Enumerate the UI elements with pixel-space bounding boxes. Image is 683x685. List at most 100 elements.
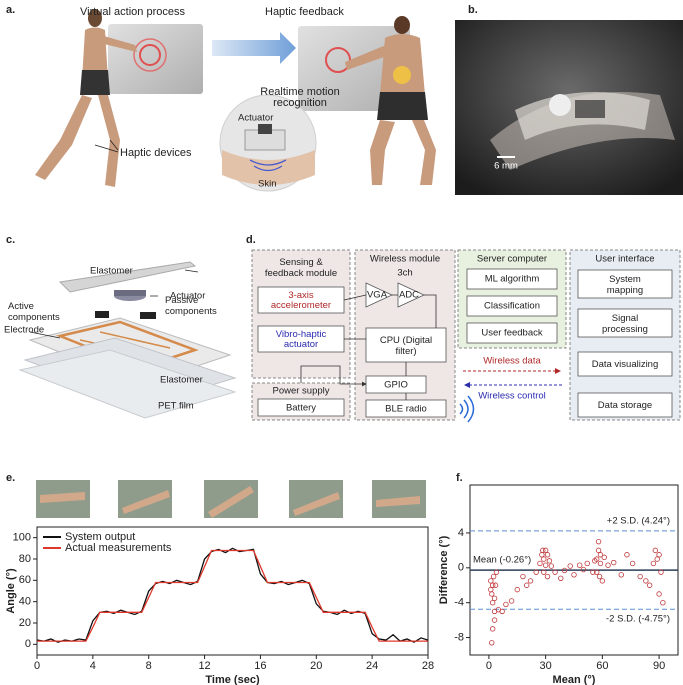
- panel-label: a.: [6, 4, 15, 16]
- text-line: recognition: [273, 97, 327, 109]
- scatter-point: [597, 552, 604, 558]
- text-line: feedback module: [265, 268, 337, 279]
- scatter-point: [499, 608, 505, 615]
- panel-b-photo: [455, 20, 683, 195]
- scatter-point: [654, 556, 660, 562]
- block: Vibro-haptic actuator: [276, 329, 327, 350]
- x-tick-label: 60: [596, 660, 608, 672]
- block: System mapping: [607, 274, 643, 296]
- text-line: Sensing &: [279, 257, 323, 268]
- scatter-point: [541, 569, 547, 575]
- plot-frame: [36, 526, 429, 656]
- scatter-point: [537, 560, 543, 567]
- text-line: Data visualizing: [592, 359, 659, 370]
- y-tick-label: -8: [454, 631, 464, 643]
- label: Skin: [258, 179, 276, 190]
- legend-label: Actual measurements: [65, 542, 172, 554]
- block: ADC: [399, 290, 419, 301]
- scatter-point: [637, 573, 643, 580]
- reference-label: +2 S.D. (4.24°): [607, 515, 670, 526]
- y-axis-title: Angle (°): [5, 568, 17, 614]
- label: 3ch: [397, 268, 412, 279]
- scatter-point: [601, 554, 607, 561]
- x-tick-label: 28: [422, 660, 434, 672]
- scatter-point: [488, 578, 494, 584]
- x-axis-title: Mean (°): [553, 674, 596, 685]
- scatter-point: [520, 573, 526, 580]
- scatter-point: [539, 552, 545, 558]
- y-tick-label: 100: [13, 532, 31, 544]
- scatter-point: [643, 578, 649, 584]
- panel-e-photos: [36, 480, 426, 518]
- x-tick-label: 8: [146, 660, 152, 672]
- y-tick-label: 60: [19, 574, 31, 586]
- label: PET film: [158, 401, 194, 412]
- scatter-point: [490, 573, 497, 580]
- block: Data storage: [598, 400, 652, 411]
- scatter-point: [658, 569, 664, 575]
- scatter-point: [491, 595, 498, 602]
- label: Haptic devices: [120, 147, 192, 159]
- label: Wireless control: [478, 391, 546, 402]
- x-tick-label: 16: [254, 660, 266, 672]
- series-line: [36, 547, 429, 643]
- scatter-point: [546, 558, 553, 564]
- block: Classification: [484, 301, 540, 312]
- panel-label: e.: [6, 472, 15, 484]
- block: User feedback: [481, 328, 543, 339]
- text-line: 3-axis: [288, 290, 314, 301]
- scatter-point: [552, 569, 558, 575]
- x-tick-label: 30: [540, 660, 552, 672]
- scatter-point: [544, 552, 551, 558]
- label: Active components: [8, 301, 60, 323]
- series-line: [37, 549, 428, 642]
- block: BLE radio: [385, 404, 427, 415]
- scatter-point: [599, 578, 606, 584]
- scatter-point: [611, 559, 617, 566]
- x-tick-label: 4: [90, 660, 96, 672]
- text-line: Vibro-haptic: [276, 329, 327, 340]
- scatter-point: [541, 556, 547, 562]
- text-line: components: [165, 306, 217, 317]
- scale-label: 6 mm: [494, 161, 518, 172]
- caption: Virtual action process: [80, 6, 185, 18]
- scatter-point: [605, 562, 611, 568]
- y-tick-label: 4: [458, 527, 464, 539]
- y-tick-label: 40: [19, 596, 31, 608]
- y-tick-label: 0: [458, 562, 464, 574]
- text-line: Realtime motion: [260, 86, 339, 98]
- scatter-point: [489, 591, 495, 597]
- label: Actuator: [238, 113, 273, 124]
- block: VGA: [367, 290, 388, 301]
- x-tick-label: 0: [486, 660, 492, 672]
- scatter-point: [540, 547, 546, 554]
- text-line: filter): [395, 346, 416, 357]
- block: GPIO: [384, 380, 408, 391]
- scatter-point: [567, 563, 573, 569]
- scatter-point: [646, 582, 653, 588]
- x-tick-label: 90: [653, 660, 665, 672]
- scatter-point: [489, 582, 496, 588]
- scatter-point: [488, 586, 494, 593]
- scatter-point: [593, 569, 600, 575]
- module-title: Server computer: [477, 254, 547, 265]
- scatter-point: [656, 591, 662, 597]
- scatter-point: [558, 575, 564, 581]
- label: Elastomer: [90, 266, 133, 277]
- scatter-point: [548, 563, 555, 569]
- text-line: components: [8, 312, 60, 323]
- scatter-point: [544, 573, 551, 580]
- text-line: Data storage: [598, 400, 652, 411]
- scatter-point: [489, 599, 496, 606]
- panel-c-art: [18, 261, 237, 419]
- module-title: User interface: [595, 254, 654, 265]
- reference-label: Mean (-0.26°): [473, 555, 531, 566]
- module-title: Wireless module: [370, 254, 440, 265]
- scatter-point: [489, 626, 496, 632]
- x-tick-label: 0: [34, 660, 40, 672]
- scatter-point: [593, 556, 600, 562]
- panel-label: c.: [6, 234, 15, 246]
- caption: Haptic feedback: [265, 6, 344, 18]
- label: Actuator: [170, 291, 205, 302]
